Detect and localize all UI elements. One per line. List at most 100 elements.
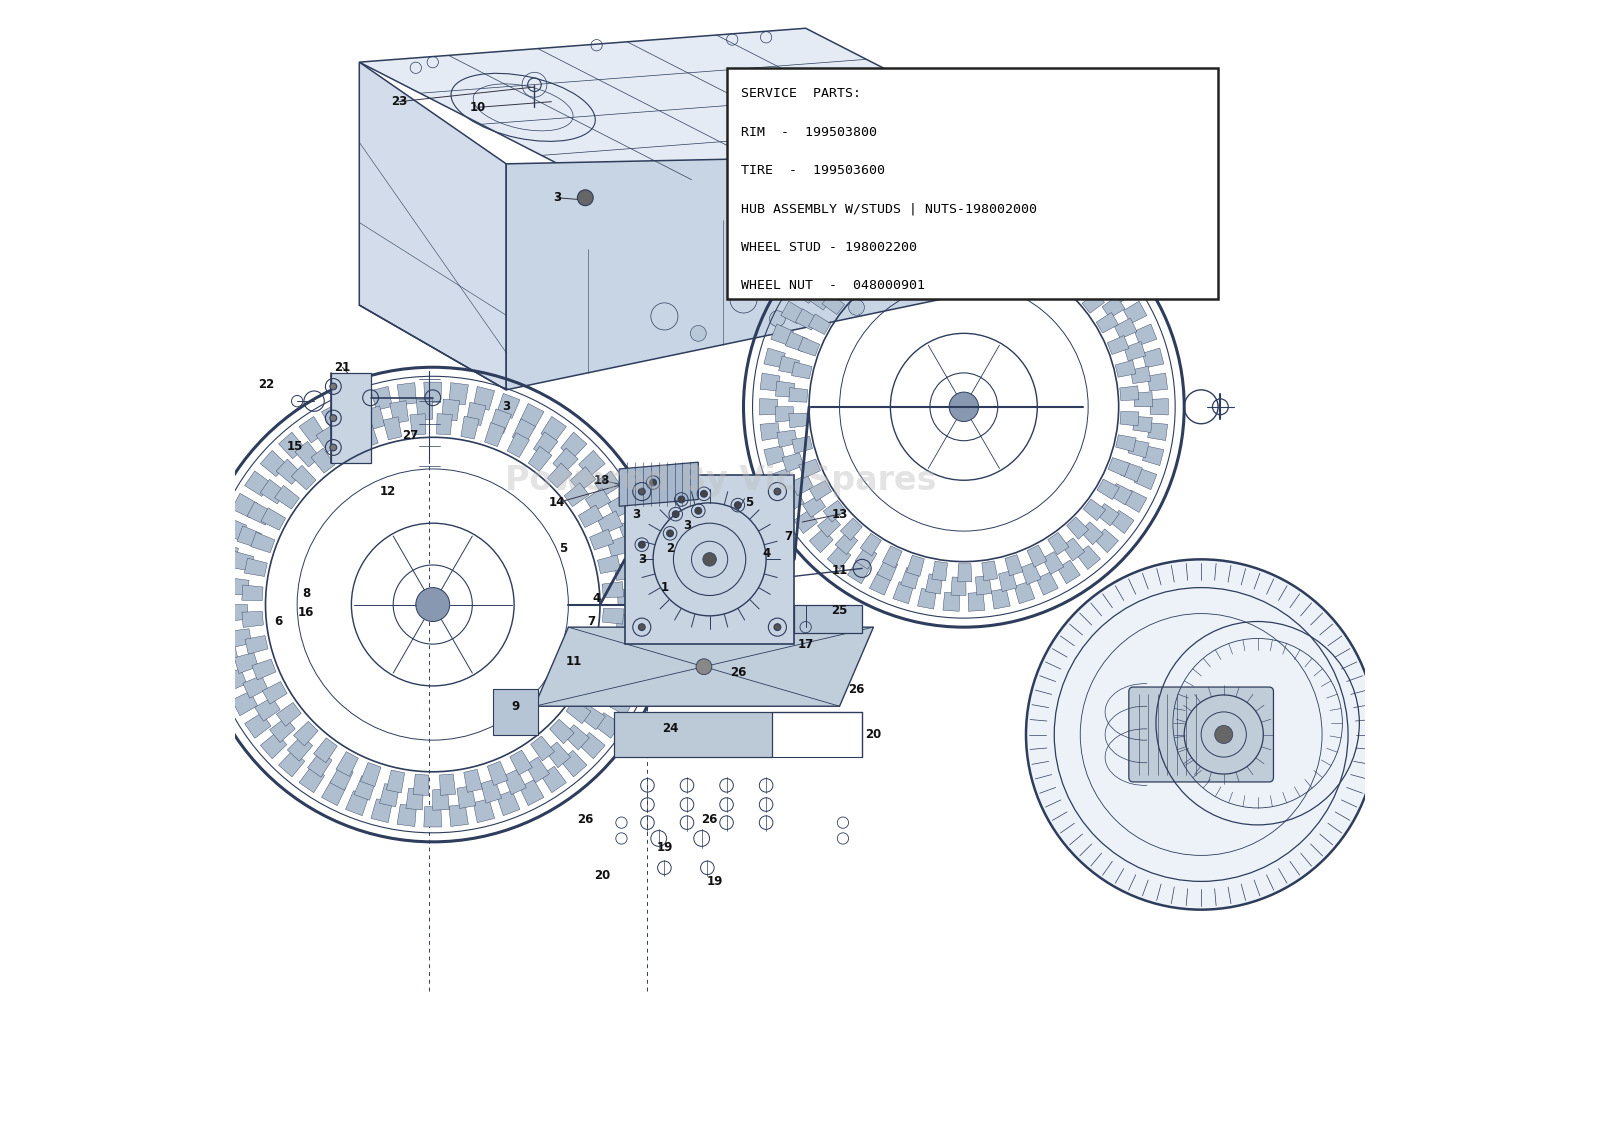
Polygon shape (608, 692, 634, 715)
Polygon shape (827, 546, 851, 570)
Polygon shape (546, 742, 571, 767)
Polygon shape (579, 732, 605, 758)
Polygon shape (602, 582, 624, 598)
Polygon shape (1150, 399, 1168, 415)
Polygon shape (307, 751, 333, 777)
Polygon shape (1083, 499, 1106, 521)
Polygon shape (774, 407, 794, 421)
Polygon shape (278, 432, 304, 459)
Polygon shape (1128, 440, 1149, 458)
Polygon shape (598, 633, 621, 651)
Text: 3: 3 (638, 553, 646, 566)
Polygon shape (554, 447, 578, 473)
Polygon shape (397, 383, 416, 405)
Polygon shape (277, 459, 302, 485)
Text: 2: 2 (666, 541, 674, 555)
Polygon shape (1066, 273, 1088, 295)
Polygon shape (771, 469, 794, 489)
Polygon shape (818, 514, 840, 537)
Polygon shape (450, 383, 469, 405)
Text: 7: 7 (784, 530, 792, 544)
Polygon shape (261, 479, 286, 504)
Text: 20: 20 (866, 728, 882, 741)
Text: 25: 25 (832, 603, 848, 617)
Circle shape (650, 479, 656, 486)
Polygon shape (390, 401, 408, 424)
Text: 6: 6 (274, 615, 282, 628)
Polygon shape (410, 414, 426, 435)
Text: Powered By Vic Spares: Powered By Vic Spares (506, 463, 936, 497)
Polygon shape (245, 558, 267, 576)
Polygon shape (848, 560, 870, 584)
Polygon shape (790, 475, 813, 496)
Polygon shape (942, 202, 960, 221)
Polygon shape (982, 560, 998, 581)
Polygon shape (840, 519, 862, 540)
Polygon shape (810, 480, 832, 501)
Polygon shape (917, 589, 936, 609)
Polygon shape (986, 219, 1002, 240)
Circle shape (1214, 725, 1232, 744)
Polygon shape (222, 669, 246, 692)
Polygon shape (371, 799, 392, 823)
Text: 21: 21 (334, 360, 350, 374)
Polygon shape (1102, 296, 1125, 319)
Polygon shape (211, 620, 234, 641)
Polygon shape (565, 483, 589, 506)
Polygon shape (808, 288, 832, 310)
Polygon shape (619, 462, 698, 506)
Polygon shape (597, 555, 621, 574)
Polygon shape (627, 645, 651, 667)
Polygon shape (1062, 538, 1085, 560)
Polygon shape (406, 789, 424, 810)
Text: 16: 16 (1062, 264, 1080, 278)
Polygon shape (360, 28, 1048, 186)
Circle shape (774, 488, 781, 495)
Polygon shape (619, 518, 643, 540)
Polygon shape (1008, 225, 1027, 246)
Circle shape (734, 502, 741, 509)
Polygon shape (613, 712, 771, 757)
Polygon shape (859, 259, 880, 281)
Polygon shape (942, 592, 960, 611)
Text: RIM  -  199503800: RIM - 199503800 (741, 125, 877, 139)
Polygon shape (1110, 280, 1134, 303)
Polygon shape (781, 302, 805, 323)
Polygon shape (242, 585, 262, 601)
Polygon shape (1120, 411, 1139, 426)
Polygon shape (798, 337, 819, 356)
Polygon shape (901, 567, 920, 589)
Polygon shape (510, 750, 533, 775)
Circle shape (638, 624, 645, 631)
Polygon shape (450, 805, 469, 826)
Polygon shape (1115, 318, 1138, 339)
Polygon shape (1115, 435, 1136, 452)
Polygon shape (781, 490, 805, 512)
Polygon shape (614, 562, 637, 581)
Text: 12: 12 (379, 485, 395, 498)
Polygon shape (512, 419, 536, 444)
Polygon shape (314, 738, 338, 763)
Polygon shape (992, 589, 1010, 609)
Text: 26: 26 (730, 666, 746, 679)
Polygon shape (904, 237, 923, 259)
Polygon shape (243, 676, 267, 698)
Polygon shape (262, 681, 286, 704)
Polygon shape (794, 605, 862, 633)
Polygon shape (480, 780, 502, 803)
Polygon shape (955, 232, 970, 250)
Polygon shape (466, 402, 486, 426)
Polygon shape (1046, 258, 1067, 280)
Circle shape (578, 190, 594, 206)
Polygon shape (794, 511, 818, 533)
Text: 19: 19 (656, 841, 672, 854)
Polygon shape (1123, 302, 1147, 323)
Text: 10: 10 (470, 101, 486, 114)
Polygon shape (882, 246, 901, 269)
Text: 3: 3 (632, 507, 640, 521)
Text: 1: 1 (661, 581, 669, 594)
Polygon shape (234, 652, 258, 673)
Polygon shape (533, 432, 558, 458)
Polygon shape (976, 575, 992, 596)
Polygon shape (795, 308, 818, 330)
